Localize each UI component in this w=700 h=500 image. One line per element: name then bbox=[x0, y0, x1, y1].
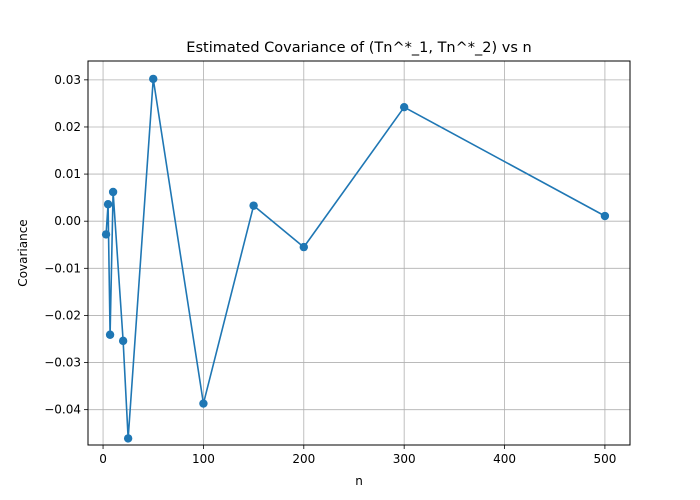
x-axis-label: n bbox=[355, 474, 363, 488]
data-point bbox=[123, 434, 133, 443]
data-point bbox=[118, 336, 128, 346]
data-point bbox=[101, 230, 111, 239]
data-point bbox=[600, 211, 610, 221]
plot-frame bbox=[87, 60, 631, 446]
data-point bbox=[199, 399, 208, 408]
y-tick-label: 0.03 bbox=[54, 73, 81, 87]
y-tick-label: −0.03 bbox=[44, 356, 81, 370]
y-tick-label: 0.02 bbox=[54, 120, 81, 134]
y-tick-label: −0.04 bbox=[44, 403, 81, 417]
data-point bbox=[399, 102, 409, 112]
y-tick-label: −0.01 bbox=[44, 261, 81, 275]
y-tick-label: 0.01 bbox=[54, 167, 81, 181]
x-tick-label: 200 bbox=[292, 452, 315, 466]
data-point bbox=[108, 187, 118, 197]
data-point bbox=[103, 200, 113, 209]
y-tick-label: 0.00 bbox=[54, 214, 81, 228]
y-axis-ticks: −0.04 −0.03 −0.02 −0.01 0.00 0.01 0.02 0.03 bbox=[44, 73, 88, 417]
y-axis-label: Covariance bbox=[16, 219, 30, 286]
x-tick-label: 500 bbox=[593, 452, 616, 466]
x-axis-ticks: 0 100 200 300 400 500 bbox=[99, 445, 616, 466]
x-tick-label: 0 bbox=[99, 452, 107, 466]
series-line bbox=[105, 78, 606, 440]
y-tick-label: −0.02 bbox=[44, 308, 81, 322]
data-point bbox=[149, 74, 158, 84]
data-point bbox=[249, 201, 258, 210]
series-layer bbox=[101, 74, 610, 443]
data-point bbox=[299, 242, 308, 252]
x-tick-label: 400 bbox=[493, 452, 516, 466]
grid bbox=[88, 61, 630, 445]
x-tick-label: 100 bbox=[192, 452, 215, 466]
x-tick-label: 300 bbox=[393, 452, 416, 466]
data-point bbox=[105, 330, 115, 339]
chart-title: Estimated Covariance of (Tn^*_1, Tn^*_2)… bbox=[186, 40, 531, 56]
